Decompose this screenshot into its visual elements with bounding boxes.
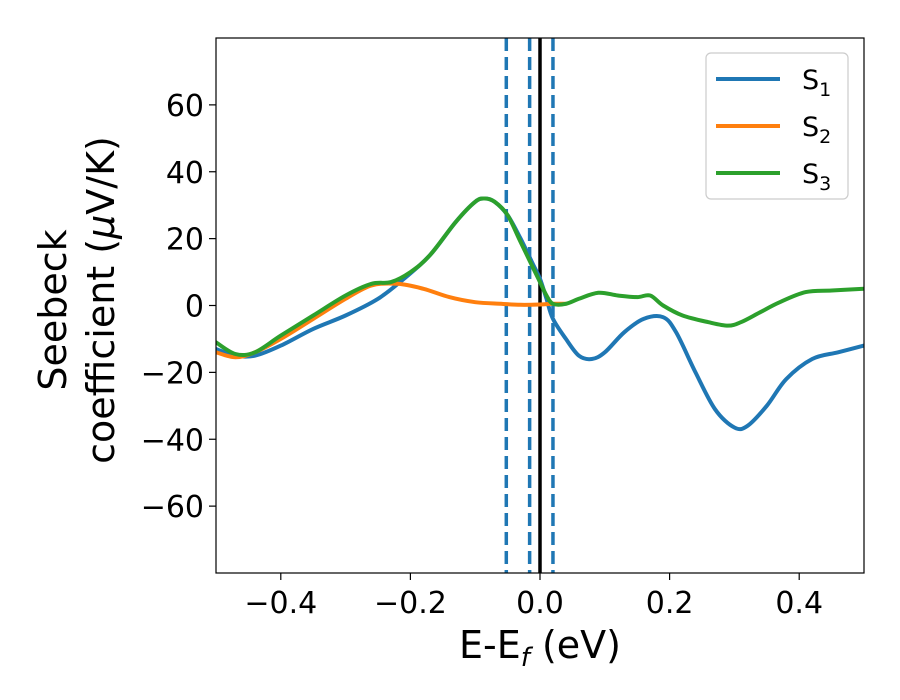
y-axis-title-line2: coefficient (μV/K) <box>79 136 123 464</box>
legend-label: S2 <box>802 112 831 148</box>
legend-label-main: S <box>802 159 819 190</box>
y-tick-label: −60 <box>141 490 204 525</box>
x-axis-title: E-Ef (eV) <box>459 623 621 673</box>
y-axis-title-mu: μ <box>79 215 123 240</box>
x-tick-label: 0.4 <box>775 586 823 621</box>
y-tick-label: 0 <box>185 290 204 325</box>
y-tick-label: 60 <box>166 89 204 124</box>
series-line-s3 <box>216 196 864 358</box>
legend-label-main: S <box>802 112 819 143</box>
y-tick-label: 40 <box>166 156 204 191</box>
y-tick-label: −40 <box>141 423 204 458</box>
x-tick-label: −0.4 <box>244 586 317 621</box>
y-axis-title-unit: V/K) <box>79 136 123 215</box>
x-axis-ticks: −0.4 −0.2 0.0 0.2 0.4 <box>244 573 823 621</box>
x-tick-label: 0.0 <box>516 586 564 621</box>
y-axis-title-line1: Seebeck <box>31 229 75 390</box>
legend-label-sub: 3 <box>819 173 831 195</box>
legend-label-main: S <box>802 65 819 96</box>
series-line-s1 <box>216 196 864 432</box>
y-axis-ticks: −60 −40 −20 0 20 40 60 <box>141 89 216 525</box>
x-axis-title-unit: (eV) <box>530 623 621 667</box>
x-tick-label: −0.2 <box>374 586 447 621</box>
y-axis-title-text: coefficient ( <box>79 239 123 464</box>
y-tick-label: −20 <box>141 356 204 391</box>
legend-label: S1 <box>802 65 831 101</box>
x-axis-title-main: E-E <box>459 623 521 667</box>
legend-label-sub: 1 <box>819 79 831 101</box>
series-lines <box>216 196 864 432</box>
y-tick-label: 20 <box>166 223 204 258</box>
legend-label-sub: 2 <box>819 126 831 148</box>
legend-label: S3 <box>802 159 831 195</box>
x-tick-label: 0.2 <box>646 586 694 621</box>
